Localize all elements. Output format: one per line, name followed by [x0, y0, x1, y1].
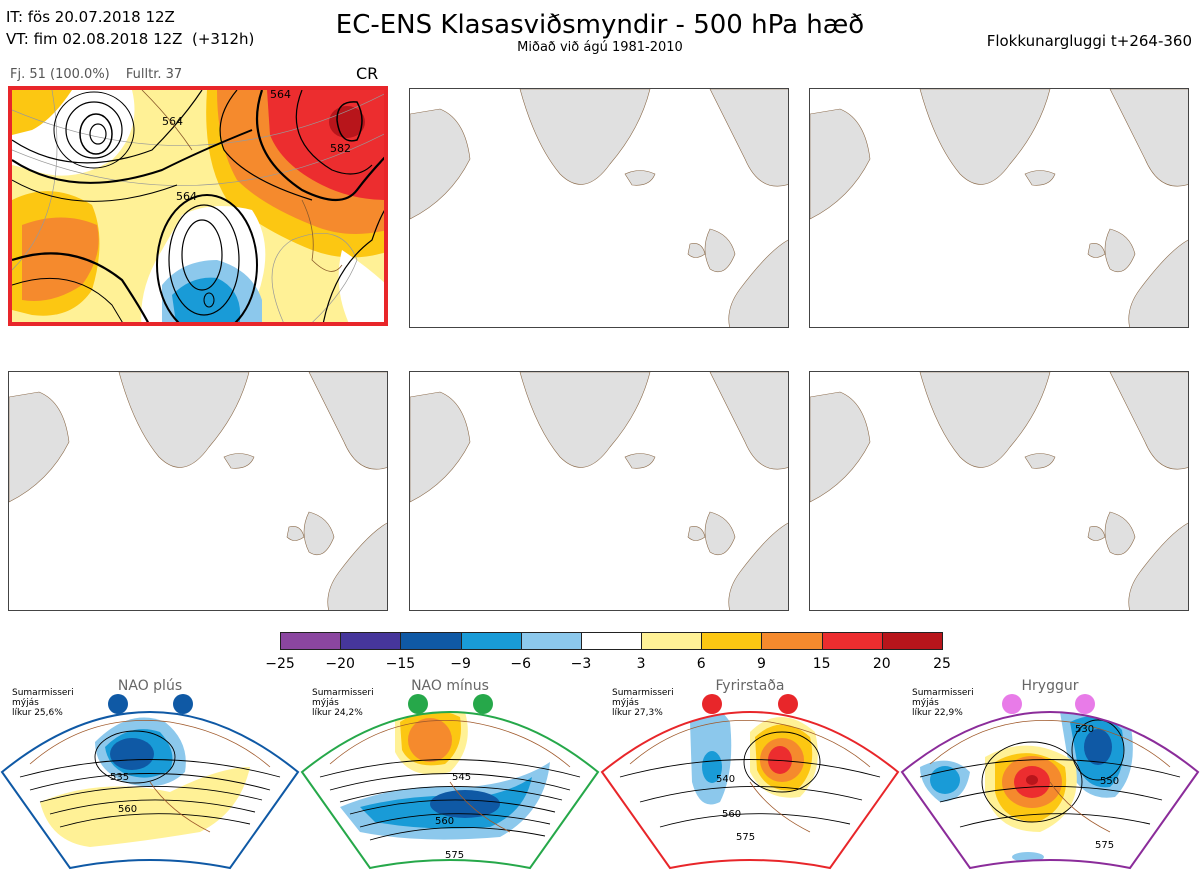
contour-label: 560	[435, 816, 454, 827]
regime-marker-icon	[173, 694, 193, 714]
regime-marker-icon	[1002, 694, 1022, 714]
regime-panel-ridge: 530 550 575 Hryggur Sumarmisseri mýjás l…	[900, 672, 1200, 871]
regime-probability: líkur 25,6%	[12, 708, 63, 718]
contour-label: 550	[1100, 776, 1119, 787]
regime-info: Sumarmisseri mýjás líkur 25,6%	[12, 688, 74, 718]
contour-label: 582	[317, 320, 338, 326]
cluster-map-5[interactable]	[409, 371, 789, 611]
regime-marker-icon	[108, 694, 128, 714]
regime-method: mýjás	[612, 698, 639, 708]
regime-marker-icon	[473, 694, 493, 714]
regime-season: Sumarmisseri	[912, 688, 974, 698]
contour-label: 560	[722, 809, 741, 820]
contour-label: 545	[452, 772, 471, 783]
regime-panel-blocking: 540 560 575 Fyrirstaða Sumarmisseri mýjá…	[600, 672, 900, 871]
colorbar-box	[821, 632, 883, 650]
colorbar-tick: −25	[265, 656, 295, 672]
cluster-map-6[interactable]	[809, 371, 1189, 611]
regime-probability: líkur 24,2%	[312, 708, 363, 718]
regime-probability: líkur 22,9%	[912, 708, 963, 718]
colorbar-tick: 15	[812, 656, 831, 672]
regime-method: mýjás	[912, 698, 939, 708]
regime-map: 545 560 575	[300, 694, 600, 870]
base-map	[810, 89, 1188, 327]
page-title: EC-ENS Klasasviðsmyndir - 500 hPa hæð	[335, 10, 865, 40]
forecast-times: IT: fös 20.07.2018 12Z VT: fim 02.08.201…	[6, 6, 254, 50]
regime-marker-icon	[408, 694, 428, 714]
colorbar-box	[580, 632, 643, 650]
regime-map: 530 550 575	[900, 694, 1200, 870]
regime-probability: líkur 27,3%	[612, 708, 663, 718]
colorbar-tick: 3	[636, 656, 646, 672]
classification-window: Flokkunargluggi t+264-360	[986, 32, 1192, 50]
regime-info: Sumarmisseri mýjás líkur 24,2%	[312, 688, 374, 718]
regime-marker-icon	[1075, 694, 1095, 714]
regime-info: Sumarmisseri mýjás líkur 27,3%	[612, 688, 674, 718]
regime-name: Hryggur	[1021, 678, 1079, 694]
regime-map: 540 560 575	[600, 694, 900, 870]
colorbar-box	[340, 632, 402, 650]
cluster-info: Fj. 51 (100.0%) Fulltr. 37	[10, 67, 194, 82]
colorbar-box	[761, 632, 823, 650]
regime-name: NAO mínus	[411, 678, 489, 694]
colorbar-tick: 6	[696, 656, 706, 672]
colorbar-tick: 9	[756, 656, 766, 672]
regime-name: Fyrirstaða	[715, 678, 785, 694]
contour-label: 530	[1075, 724, 1094, 735]
contour-label: 575	[1095, 840, 1114, 851]
colorbar-box	[520, 632, 582, 650]
base-map	[410, 372, 788, 610]
colorbar-tick: 20	[872, 656, 891, 672]
colorbar-box	[701, 632, 763, 650]
base-map	[9, 372, 387, 610]
regime-season: Sumarmisseri	[12, 688, 74, 698]
colorbar-tick: −3	[570, 656, 592, 672]
base-map	[810, 372, 1188, 610]
colorbar-box	[641, 632, 703, 650]
contour-label: 540	[716, 774, 735, 785]
cluster-regime-code: CR	[356, 64, 379, 83]
colorbar-box	[460, 632, 522, 650]
contour-label: 575	[736, 832, 755, 843]
contour-label: 582	[330, 142, 351, 155]
colorbar-tick: −6	[510, 656, 532, 672]
colorbar-tick: 25	[933, 656, 951, 672]
contour-label: 535	[110, 772, 129, 783]
regime-name: NAO plús	[117, 678, 183, 694]
base-map	[410, 89, 788, 327]
cluster-members: Fj. 51 (100.0%)	[10, 67, 110, 82]
colorbar-tick: −9	[450, 656, 471, 672]
cluster-representative: Fulltr. 37	[125, 67, 183, 82]
regime-marker-icon	[702, 694, 722, 714]
page-subtitle: Miðað við ágú 1981-2010	[517, 40, 683, 55]
valid-time: VT: fim 02.08.2018 12Z (+312h)	[6, 30, 255, 48]
regime-panel-nao-minus: 545 560 575 NAO mínus Sumarmisseri mýjás…	[300, 672, 600, 871]
initial-time: IT: fös 20.07.2018 12Z	[6, 8, 175, 26]
regime-method: mýjás	[12, 698, 39, 708]
cluster-map-2[interactable]	[409, 88, 789, 328]
colorbar-box	[280, 632, 342, 650]
regime-panel-nao-plus: 535 560 NAO plús Sumarmisseri mýjás líku…	[0, 672, 300, 871]
colorbar-tick: −20	[325, 656, 355, 672]
regime-marker-icon	[778, 694, 798, 714]
cluster-map-4[interactable]	[8, 371, 388, 611]
contour-label: 564	[162, 115, 183, 128]
regime-map: 535 560	[0, 694, 300, 870]
regime-season: Sumarmisseri	[612, 688, 674, 698]
regime-method: mýjás	[312, 698, 339, 708]
cluster-map-3[interactable]	[809, 88, 1189, 328]
colorbar-tick: −15	[385, 656, 416, 672]
regime-info: Sumarmisseri mýjás líkur 22,9%	[912, 688, 974, 718]
regime-season: Sumarmisseri	[312, 688, 374, 698]
contour-label: 575	[445, 850, 464, 861]
contour-label: 560	[118, 804, 137, 815]
contour-label: 564	[176, 190, 197, 203]
cluster-map-1[interactable]: 564 564 564 582 582	[8, 86, 388, 326]
colorbar-box	[881, 632, 943, 650]
colorbar-box	[400, 632, 462, 650]
anomaly-map: 564 564 564 582 582	[12, 90, 384, 326]
contour-label: 564	[270, 90, 291, 101]
